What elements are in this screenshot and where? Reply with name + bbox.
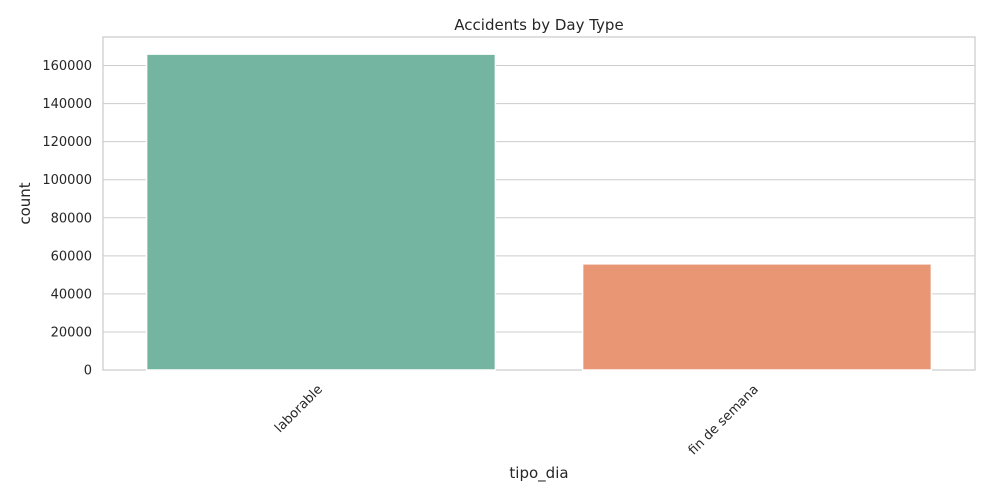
y-tick-label: 40000 xyxy=(51,287,92,302)
bar-laborable xyxy=(145,53,497,371)
y-tick-label: 60000 xyxy=(51,249,92,264)
x-tick-label: fin de semana xyxy=(686,382,762,458)
y-tick-label: 80000 xyxy=(51,211,92,226)
y-axis-ticks: 0 20000 40000 60000 80000 100000 120000 140000 1… xyxy=(42,59,92,378)
chart-title: Accidents by Day Type xyxy=(454,16,623,34)
x-axis-label: tipo_dia xyxy=(509,464,568,483)
y-tick-label: 120000 xyxy=(42,135,92,150)
bar-fin-de-semana xyxy=(581,263,933,371)
x-axis-ticks: laborable fin de semana xyxy=(272,382,762,458)
y-tick-label: 0 xyxy=(84,364,92,379)
y-tick-label: 140000 xyxy=(42,97,92,112)
bars xyxy=(145,53,933,371)
y-tick-label: 160000 xyxy=(42,59,92,74)
x-tick-label: laborable xyxy=(272,382,326,436)
y-axis-label: count xyxy=(16,182,34,224)
y-tick-label: 20000 xyxy=(51,325,92,340)
y-tick-label: 100000 xyxy=(42,173,92,188)
